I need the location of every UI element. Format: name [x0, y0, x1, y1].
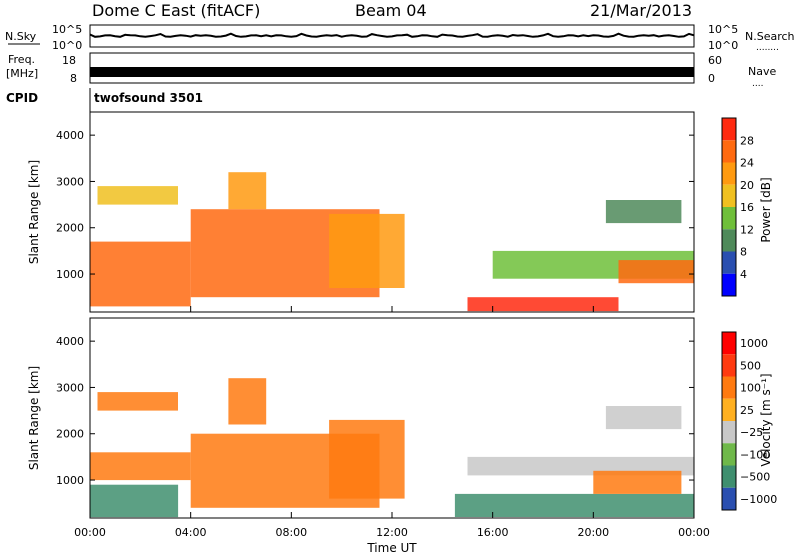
- velocity-ytick-label-0: 4000: [56, 335, 84, 348]
- power-cb-tick-2: 20: [740, 179, 754, 192]
- time-axis-label: Time UT: [366, 541, 417, 554]
- power-cb-tick-6: 4: [740, 268, 747, 281]
- velocity-region-5: [329, 419, 405, 499]
- velocity-region-2: [97, 392, 178, 411]
- power-cb-tick-1: 24: [740, 157, 754, 170]
- noise-tick-right-bottom: 10^0: [708, 39, 738, 52]
- velocity-cb-tick-1: 500: [740, 359, 761, 372]
- velocity-cb-tick-0: 1000: [740, 337, 768, 350]
- noise-trace: [89, 32, 695, 38]
- xtick-label-4: 16:00: [477, 526, 509, 539]
- power-plot-area: [90, 172, 694, 312]
- power-ytick-label-0: 4000: [56, 129, 84, 142]
- power-cb-swatch-6: [722, 251, 736, 274]
- velocity-cb-tick-2: 100: [740, 382, 761, 395]
- power-ytick-label-1: 3000: [56, 175, 84, 188]
- velocity-cb-swatch-3: [722, 398, 736, 421]
- velocity-cb-tick-6: −500: [740, 471, 770, 484]
- velocity-ytick-label-1: 3000: [56, 381, 84, 394]
- power-cb-swatch-5: [722, 229, 736, 252]
- velocity-region-9: [605, 406, 682, 430]
- velocity-cb-swatch-1: [722, 354, 736, 377]
- power-cb-swatch-4: [722, 207, 736, 230]
- cpid-label: CPID: [6, 91, 38, 105]
- noise-panel: N.Sky 10^5 10^0 10^5 10^0 N.Search .....…: [5, 23, 795, 53]
- freq-panel: Freq. [MHz] 18 8 60 0 Nave ....: [6, 52, 776, 89]
- power-cb-swatch-2: [722, 162, 736, 185]
- velocity-cb-swatch-4: [722, 421, 736, 444]
- xtick-label-1: 04:00: [175, 526, 207, 539]
- freq-right-dots: ....: [752, 79, 763, 89]
- xtick-label-2: 08:00: [275, 526, 307, 539]
- power-region-7: [618, 260, 694, 284]
- noise-tick-left-top: 10^5: [52, 23, 82, 36]
- xtick-label-6: 00:00: [678, 526, 710, 539]
- noise-right-label: N.Search: [745, 30, 795, 43]
- power-ytick-label-3: 1000: [56, 268, 84, 281]
- velocity-panel: 4000 3000 2000 1000 Slant Range [km] 00:00 0…: [27, 306, 777, 555]
- freq-right-label: Nave: [748, 65, 776, 78]
- velocity-cb-tick-5: −100: [740, 448, 770, 461]
- cpid-value: twofsound 3501: [94, 91, 203, 105]
- velocity-region-4: [228, 378, 267, 425]
- freq-left-label-1: Freq.: [8, 53, 35, 66]
- power-colorbar: 28 24 20 16 12 8 4: [721, 117, 754, 297]
- freq-tick-right-bottom: 0: [708, 72, 715, 85]
- power-region-1: [97, 186, 178, 205]
- power-panel: 4000 3000 2000 1000 Slant Range [km] 28 24 20…: [27, 111, 773, 313]
- velocity-cb-swatch-6: [722, 465, 736, 488]
- velocity-cb-swatch-0: [722, 332, 736, 355]
- velocity-region-6: [454, 493, 694, 517]
- velocity-cb-tick-7: −1000: [740, 493, 777, 506]
- power-cb-swatch-7: [722, 273, 736, 296]
- date-title: 21/Mar/2013: [590, 1, 692, 20]
- power-cb-tick-4: 12: [740, 223, 754, 236]
- noise-right-dots: ........: [756, 43, 779, 53]
- power-region-5: [467, 297, 619, 312]
- freq-left-label-2: [MHz]: [6, 67, 38, 80]
- velocity-ylabel: Slant Range [km]: [27, 366, 41, 470]
- station-title: Dome C East (fitACF): [92, 1, 260, 20]
- power-cb-swatch-0: [722, 118, 736, 141]
- power-region-3: [228, 172, 267, 210]
- xtick-label-5: 20:00: [577, 526, 609, 539]
- power-region-4: [329, 213, 405, 288]
- freq-tick-right-top: 60: [708, 54, 722, 67]
- velocity-colorbar-label: Velocity [m s⁻¹]: [759, 373, 773, 466]
- velocity-cb-swatch-7: [722, 487, 736, 510]
- power-cb-swatch-1: [722, 140, 736, 163]
- power-region-0: [90, 241, 191, 307]
- velocity-colorbar: 1000 500 100 25 −25 −100 −500 −1000: [721, 331, 777, 511]
- velocity-ytick-label-2: 2000: [56, 428, 84, 441]
- noise-tick-left-bottom: 10^0: [52, 39, 82, 52]
- power-cb-swatch-3: [722, 184, 736, 207]
- velocity-region-8: [593, 470, 682, 494]
- power-colorbar-label: Power [dB]: [759, 177, 773, 242]
- power-ylabel: Slant Range [km]: [27, 160, 41, 264]
- xtick-label-3: 12:00: [376, 526, 408, 539]
- velocity-region-7: [467, 456, 694, 476]
- power-cb-tick-3: 16: [740, 201, 754, 214]
- xtick-label-0: 00:00: [74, 526, 106, 539]
- velocity-cb-swatch-2: [722, 376, 736, 399]
- velocity-cb-swatch-5: [722, 443, 736, 466]
- velocity-region-0: [90, 484, 179, 518]
- freq-band: [90, 67, 694, 77]
- velocity-plot-area: [90, 378, 694, 518]
- velocity-cb-tick-3: 25: [740, 404, 754, 417]
- velocity-region-1: [90, 452, 191, 481]
- freq-tick-left-top: 18: [62, 54, 76, 67]
- power-region-8: [605, 200, 682, 224]
- power-ytick-label-2: 2000: [56, 222, 84, 235]
- power-cb-tick-0: 28: [740, 134, 754, 147]
- noise-left-label: N.Sky: [5, 30, 37, 43]
- noise-tick-right-top: 10^5: [708, 23, 738, 36]
- power-cb-tick-5: 8: [740, 246, 747, 259]
- velocity-cb-tick-4: −25: [740, 426, 763, 439]
- freq-tick-left-bottom: 8: [70, 72, 77, 85]
- beam-title: Beam 04: [355, 1, 427, 20]
- velocity-ytick-label-3: 1000: [56, 474, 84, 487]
